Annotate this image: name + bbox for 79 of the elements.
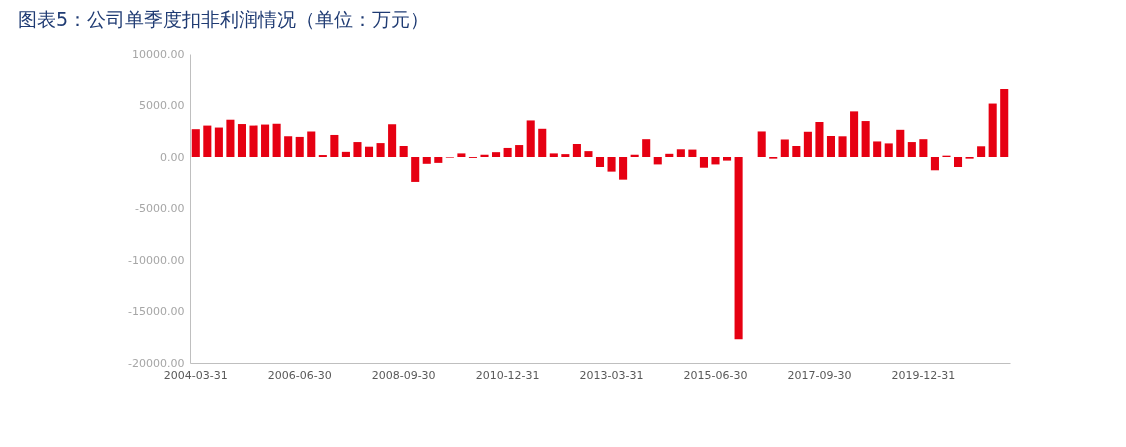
bar: [757, 131, 766, 157]
bar: [237, 124, 247, 157]
x-tick-label: 2013-03-31: [579, 368, 644, 382]
y-tick-label: -15000.00: [128, 305, 185, 318]
bar: [503, 147, 512, 157]
bar: [688, 149, 697, 157]
bar: [214, 127, 223, 157]
bar: [307, 131, 316, 157]
bar: [191, 129, 200, 157]
x-tick-label: 2004-03-31: [163, 368, 228, 382]
bar: [607, 157, 616, 172]
bar: [665, 153, 674, 157]
bar: [411, 157, 420, 182]
bar: [873, 141, 882, 157]
bar: [815, 121, 824, 157]
bar: [792, 145, 801, 157]
bar: [561, 154, 570, 157]
bar: [526, 120, 535, 157]
bar: [977, 146, 986, 157]
bar: [642, 139, 651, 157]
y-tick-label: 5000.00: [139, 99, 185, 112]
bar: [249, 125, 258, 157]
x-tick-label: 2008-09-30: [371, 368, 436, 382]
bar: [861, 121, 870, 157]
y-tick-label: -5000.00: [135, 202, 185, 215]
x-tick-label: 2010-12-31: [475, 368, 540, 382]
bar: [699, 157, 708, 168]
bar: [272, 123, 281, 157]
bar: [884, 143, 893, 157]
bar: [261, 124, 270, 157]
x-tick-label: 2006-06-30: [267, 368, 332, 382]
bar: [896, 129, 905, 157]
bar: [434, 157, 443, 163]
bar: [492, 152, 501, 157]
bar: [723, 157, 732, 161]
bar: [780, 139, 789, 157]
x-tick-label: 2017-09-30: [787, 368, 852, 382]
y-tick-label: 10000.00: [132, 47, 185, 61]
bar: [653, 157, 662, 165]
bar: [353, 142, 362, 157]
bar: [538, 128, 547, 157]
bar: [1000, 89, 1009, 157]
bar: [572, 144, 581, 157]
bar: [422, 157, 431, 164]
bar: [364, 146, 374, 157]
bar: [399, 145, 408, 157]
bar: [595, 157, 605, 167]
y-tick-label: 0.00: [160, 150, 185, 164]
bar: [515, 145, 524, 157]
bar: [330, 134, 339, 157]
bar: [734, 157, 743, 340]
x-tick-label: 2015-06-30: [683, 368, 748, 382]
bar: [953, 157, 963, 167]
bar: [226, 119, 235, 157]
bar: [457, 153, 466, 157]
bar: [826, 135, 836, 157]
bar: [676, 149, 685, 157]
bar: [480, 154, 489, 157]
y-tick-label: -10000.00: [128, 253, 185, 267]
bar: [341, 151, 350, 157]
bar: [930, 157, 939, 171]
bar: [711, 157, 720, 165]
bar: [919, 139, 928, 157]
bar: [549, 153, 558, 157]
bar: [295, 136, 304, 157]
chart-title: 图表5：公司单季度扣非利润情况（单位：万元）: [18, 8, 430, 30]
bar: [803, 131, 812, 157]
bar: [850, 111, 859, 157]
bar: [584, 151, 593, 157]
bar: [988, 103, 997, 157]
y-tick-label: -20000.00: [128, 356, 185, 370]
bar: [203, 125, 212, 157]
x-tick-label: 2019-12-31: [891, 368, 956, 382]
bar: [376, 143, 385, 157]
bar: [619, 157, 628, 180]
bar: [388, 124, 397, 157]
bar: [838, 136, 847, 157]
bar: [284, 136, 293, 157]
bar: [907, 142, 916, 157]
